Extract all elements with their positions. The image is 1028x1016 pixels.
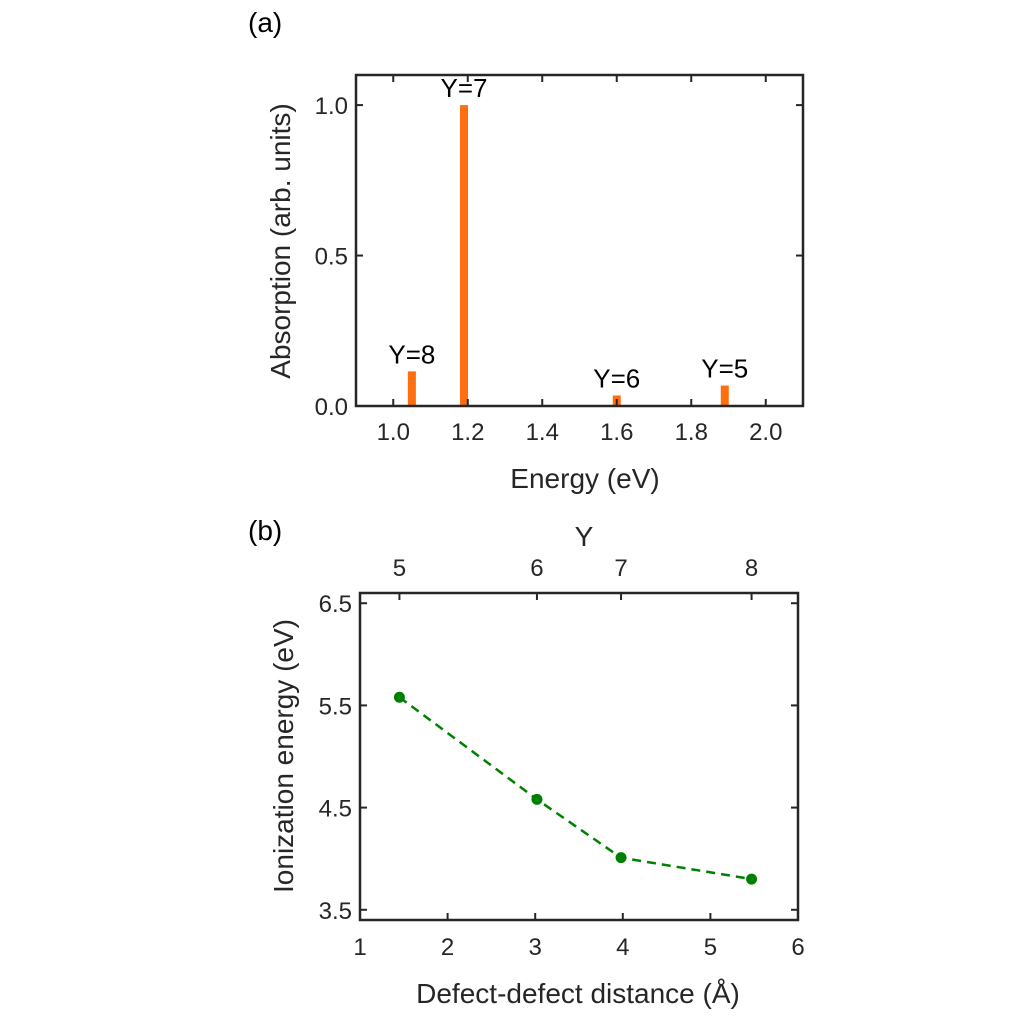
a-xtick-label-3: 1.6 xyxy=(600,419,633,446)
b-top-tick-label-3: 8 xyxy=(745,555,758,582)
data-point-1 xyxy=(531,793,543,805)
b-xtick-label-5: 6 xyxy=(791,934,804,961)
b-xtick-label-2: 3 xyxy=(529,934,542,961)
a-ytick-label-0: 0.0 xyxy=(315,394,348,421)
panel-a-ylabel: Absorption (arb. units) xyxy=(265,103,296,378)
b-top-tick-label-1: 6 xyxy=(530,555,543,582)
panel-b-ylabel: Ionization energy (eV) xyxy=(268,619,299,893)
panel-a-bars xyxy=(407,105,729,406)
panel-a-label: (a) xyxy=(248,7,282,38)
b-xtick-label-1: 2 xyxy=(441,934,454,961)
panel-a-xticks: 1.0 1.2 1.4 1.6 1.8 2.0 xyxy=(377,75,782,446)
panel-b-frame xyxy=(358,591,800,922)
a-xtick-label-5: 2.0 xyxy=(749,419,782,446)
b-top-tick-label-2: 7 xyxy=(614,555,627,582)
panel-b-label: (b) xyxy=(248,515,282,546)
a-xtick-label-4: 1.8 xyxy=(675,419,708,446)
bar-0 xyxy=(407,371,416,406)
b-xtick-label-4: 5 xyxy=(704,934,717,961)
bar-1 xyxy=(460,105,469,406)
panel-b: (b) Y 5 6 7 8 1 2 3 4 5 6 3.5 4.5 5.5 6.5 Defect-de… xyxy=(248,515,805,1009)
panel-a-yticks: 0.0 0.5 1.0 xyxy=(315,93,803,421)
panel-b-series xyxy=(393,691,758,885)
b-ytick-label-2: 5.5 xyxy=(319,693,352,720)
a-ytick-label-2: 1.0 xyxy=(315,93,348,120)
bar-label-2: Y=6 xyxy=(593,363,640,393)
a-xtick-label-1: 1.2 xyxy=(451,419,484,446)
bar-label-0: Y=8 xyxy=(388,339,435,369)
a-xtick-label-0: 1.0 xyxy=(377,419,410,446)
bar-label-1: Y=7 xyxy=(441,73,488,103)
b-ytick-label-0: 3.5 xyxy=(319,898,352,925)
panel-a: (a) Y=8Y=7Y=6 Y=5 1.0 1.2 1.4 1.6 1.8 2.0 0.00… xyxy=(248,7,805,494)
b-top-tick-label-0: 5 xyxy=(393,555,406,582)
panel-b-top-xlabel: Y xyxy=(575,521,594,552)
data-point-3 xyxy=(746,873,758,885)
panel-b-xlabel: Defect-defect distance (Å) xyxy=(416,978,740,1009)
panel-a-xlabel: Energy (eV) xyxy=(510,463,659,494)
series-line-ionization xyxy=(398,696,752,881)
b-ytick-label-1: 4.5 xyxy=(319,796,352,823)
b-xtick-label-0: 1 xyxy=(353,934,366,961)
data-point-0 xyxy=(393,691,405,703)
bar-3 xyxy=(720,385,729,406)
panel-b-yticks: 3.5 4.5 5.5 6.5 xyxy=(319,591,798,925)
panel-a-bar-labels: Y=8 Y=7 Y=6 Y=5 xyxy=(388,73,748,393)
b-xtick-label-3: 4 xyxy=(616,934,629,961)
b-ytick-label-3: 6.5 xyxy=(319,591,352,618)
a-ytick-label-1: 0.5 xyxy=(315,244,348,271)
a-xtick-label-2: 1.4 xyxy=(526,419,559,446)
panel-a-frame xyxy=(354,73,805,408)
bar-label-3: Y=5 xyxy=(701,354,748,384)
data-point-2 xyxy=(615,852,627,864)
panel-b-xticks: 1 2 3 4 5 6 xyxy=(353,913,805,961)
